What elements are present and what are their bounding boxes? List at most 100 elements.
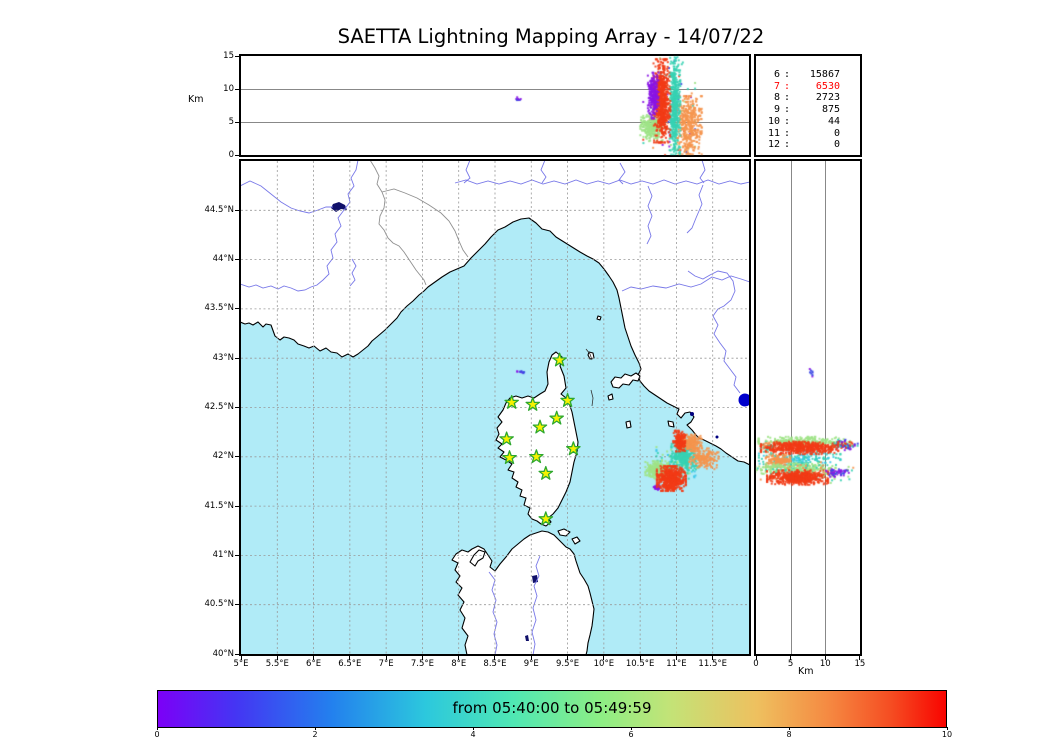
- right-gridline: [790, 161, 792, 654]
- axis-tick: [235, 88, 239, 90]
- stats-colon: :: [784, 104, 791, 116]
- altitude-tick-label: 5: [228, 116, 234, 127]
- top-gridline: [241, 122, 749, 123]
- lon-tick-label: 11.5°E: [698, 659, 727, 669]
- axis-tick: [530, 656, 532, 660]
- stats-row: 11: 0: [768, 128, 840, 140]
- stats-row: 9: 875: [768, 104, 840, 116]
- right-km-tick-label: 10: [819, 659, 831, 669]
- axis-tick: [235, 554, 239, 556]
- lon-tick-label: 10°E: [593, 659, 615, 669]
- stats-level: 7: [773, 80, 780, 92]
- colorbar-tick-label: 10: [941, 730, 953, 739]
- axis-tick: [276, 656, 278, 660]
- axis-tick: [639, 656, 641, 660]
- stats-colon: :: [784, 69, 791, 80]
- stats-count: 15867: [809, 69, 840, 80]
- right-km-tick-label: 5: [787, 659, 794, 669]
- lake: [715, 435, 719, 439]
- lat-tick-label: 42°N: [212, 451, 234, 462]
- axis-tick: [235, 308, 239, 310]
- lon-tick-label: 8°E: [451, 659, 467, 669]
- altitude-tick-label: 10: [223, 83, 234, 94]
- altitude-tick-label: 0: [228, 149, 234, 160]
- axis-tick: [235, 456, 239, 458]
- colorbar-tick-label: 8: [786, 730, 792, 739]
- axis-tick: [859, 656, 861, 660]
- stats-level: 12: [768, 139, 781, 151]
- lon-tick-label: 9°E: [523, 659, 539, 669]
- stats-count: 0: [833, 127, 840, 139]
- stats-level: 10: [768, 115, 781, 127]
- stats-level: 6: [773, 69, 780, 80]
- gorgona-landmass: [596, 315, 602, 321]
- lon-tick-label: 5.5°E: [265, 659, 289, 669]
- axis-tick: [824, 656, 826, 660]
- axis-tick: [494, 656, 496, 660]
- stats-row: 10: 44: [768, 116, 840, 128]
- axis-tick: [567, 656, 569, 660]
- lat-tick-label: 44.5°N: [204, 204, 234, 215]
- axis-tick: [156, 727, 158, 730]
- right-gridline: [825, 161, 827, 654]
- lat-tick-label: 43.5°N: [204, 303, 234, 314]
- stats-level: 11: [768, 127, 781, 139]
- stats-count: 44: [827, 115, 840, 127]
- lon-tick-label: 7°E: [378, 659, 394, 669]
- lat-tick-label: 40°N: [212, 648, 234, 659]
- stats-level: 8: [773, 92, 780, 104]
- stats-count: 2723: [815, 92, 840, 104]
- lat-tick-label: 42.5°N: [204, 402, 234, 412]
- axis-tick: [458, 656, 460, 660]
- stats-row: 12: 0: [768, 139, 840, 151]
- altitude-longitude-panel: [239, 54, 751, 157]
- stats-count: 6530: [815, 80, 840, 92]
- axis-tick: [235, 357, 239, 359]
- lon-tick-label: 11°E: [666, 659, 687, 669]
- axis-tick: [349, 656, 351, 660]
- stats-row: 6: 15867: [768, 69, 840, 81]
- axis-tick: [946, 727, 948, 730]
- stats-row: 7: 6530: [768, 81, 840, 93]
- stats-count: 0: [833, 139, 840, 151]
- axis-tick: [235, 653, 239, 655]
- lon-tick-label: 10.5°E: [625, 659, 655, 669]
- map-svg: [241, 161, 749, 654]
- altitude-latitude-panel: [754, 159, 862, 656]
- lon-tick-label: 6°E: [306, 659, 322, 669]
- lon-tick-label: 8.5°E: [483, 659, 507, 669]
- lon-tick-label: 5°E: [233, 659, 249, 669]
- axis-tick: [235, 407, 239, 408]
- top-gridline: [241, 89, 749, 90]
- axis-tick: [235, 259, 239, 261]
- colorbar-tick-label: 0: [154, 730, 160, 739]
- montecristo-landmass: [625, 420, 632, 429]
- lat-tick-label: 41.5°N: [204, 500, 234, 511]
- axis-tick: [755, 656, 757, 660]
- stats-colon: :: [784, 92, 791, 104]
- stats-colon: :: [784, 115, 791, 127]
- axis-tick: [235, 55, 239, 57]
- map-panel: [239, 159, 751, 656]
- axis-tick: [235, 154, 239, 156]
- lat-tick-label: 44°N: [212, 254, 234, 265]
- right-km-tick-label: 0: [753, 659, 759, 669]
- axis-tick: [421, 656, 423, 660]
- axis-tick: [630, 727, 632, 730]
- axis-tick: [788, 727, 790, 730]
- stats-colon: :: [784, 139, 791, 151]
- altitude-tick-label: 15: [223, 50, 234, 61]
- lat-tick-label: 43°N: [212, 352, 234, 363]
- axis-tick: [313, 656, 315, 660]
- axis-tick: [235, 604, 239, 606]
- lat-tick-label: 41°N: [212, 549, 234, 560]
- lake: [690, 412, 694, 416]
- right-km-tick-label: 15: [854, 659, 866, 669]
- lon-tick-label: 6.5°E: [338, 659, 362, 669]
- lon-tick-label: 9.5°E: [555, 659, 580, 669]
- axis-tick: [235, 505, 239, 507]
- colorbar-label: from 05:40:00 to 05:49:59: [452, 699, 652, 717]
- stats-colon: :: [784, 80, 791, 92]
- axis-tick: [675, 656, 677, 660]
- axis-tick: [472, 727, 474, 730]
